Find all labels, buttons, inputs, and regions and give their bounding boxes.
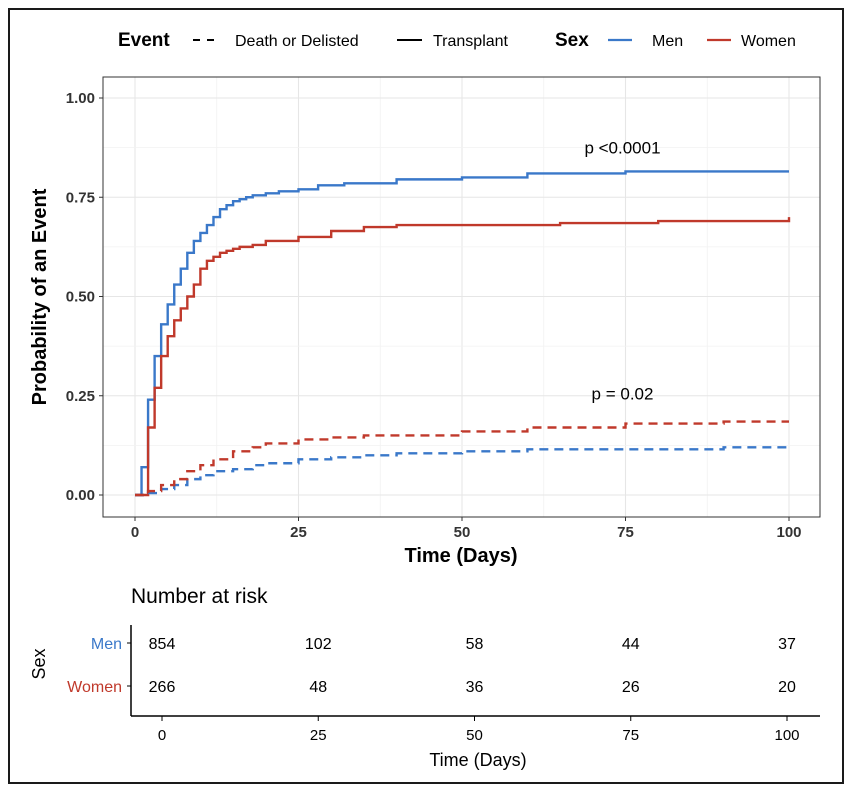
- y-tick-label: 0.75: [66, 189, 95, 206]
- risk-x-tick-label: 100: [774, 727, 799, 744]
- curve-women-transplant: [135, 217, 791, 497]
- risk-cell: 37: [778, 636, 796, 653]
- y-tick-label: 0.50: [66, 289, 95, 306]
- risk-row-label: Women: [67, 679, 122, 696]
- risk-table-y-title: Sex: [29, 648, 49, 679]
- risk-cell: 102: [305, 636, 332, 653]
- p-value-annotation: p = 0.02: [592, 385, 654, 404]
- x-tick-label: 25: [290, 524, 307, 541]
- curve-women-death-or-delisted: [135, 420, 789, 497]
- risk-row-label: Men: [91, 636, 122, 653]
- risk-x-tick-label: 0: [158, 727, 166, 744]
- risk-x-tick-label: 75: [622, 727, 639, 744]
- risk-cell: 36: [466, 679, 484, 696]
- x-axis-title: Time (Days): [404, 545, 517, 567]
- y-tick-label: 0.25: [66, 388, 95, 405]
- risk-cell: 26: [622, 679, 640, 696]
- risk-cell: 58: [466, 636, 484, 653]
- x-tick-label: 100: [776, 524, 801, 541]
- x-tick-label: 75: [617, 524, 634, 541]
- y-tick-label: 0.00: [66, 487, 95, 504]
- risk-table: Number at risk Sex Men 854 102 58 44 37 Women 2…: [29, 585, 820, 770]
- curves: [135, 170, 791, 497]
- risk-cell: 20: [778, 679, 796, 696]
- figure-frame: [8, 8, 844, 784]
- annotations: p <0.0001 p = 0.02: [584, 139, 660, 404]
- risk-x-tick-label: 25: [310, 727, 327, 744]
- risk-cell: 266: [149, 679, 176, 696]
- p-value-annotation: p <0.0001: [584, 139, 660, 158]
- risk-table-x-ticks: 0 25 50 75 100: [158, 716, 800, 744]
- y-axis-title: Probability of an Event: [29, 188, 51, 405]
- legend: Event Death or Delisted Transplant Sex M…: [118, 30, 796, 51]
- risk-x-tick-label: 50: [466, 727, 483, 744]
- risk-cell: 48: [309, 679, 327, 696]
- risk-cell: 854: [149, 636, 176, 653]
- legend-women-label: Women: [741, 33, 796, 50]
- legend-event-title: Event: [118, 30, 170, 51]
- y-tick-label: 1.00: [66, 90, 95, 107]
- grid: [103, 77, 820, 517]
- risk-table-x-title: Time (Days): [429, 750, 526, 770]
- risk-cell: 44: [622, 636, 640, 653]
- x-tick-label: 0: [131, 524, 139, 541]
- y-axis: 0.00 0.25 0.50 0.75 1.00: [66, 90, 103, 504]
- x-tick-label: 50: [454, 524, 471, 541]
- risk-table-rows: Men 854 102 58 44 37 Women 266 48 36 26 20: [67, 636, 796, 696]
- curve-men-transplant: [135, 170, 789, 497]
- plot-panel: 0.00 0.25 0.50 0.75 1.00 0 25 50 75 100 Time (Da…: [29, 76, 821, 567]
- risk-table-title: Number at risk: [131, 585, 268, 608]
- legend-event-death: Death or Delisted: [235, 33, 359, 50]
- legend-sex-title: Sex: [555, 30, 589, 51]
- x-axis: 0 25 50 75 100: [131, 517, 802, 541]
- legend-men-label: Men: [652, 33, 683, 50]
- legend-event-transplant: Transplant: [433, 33, 509, 50]
